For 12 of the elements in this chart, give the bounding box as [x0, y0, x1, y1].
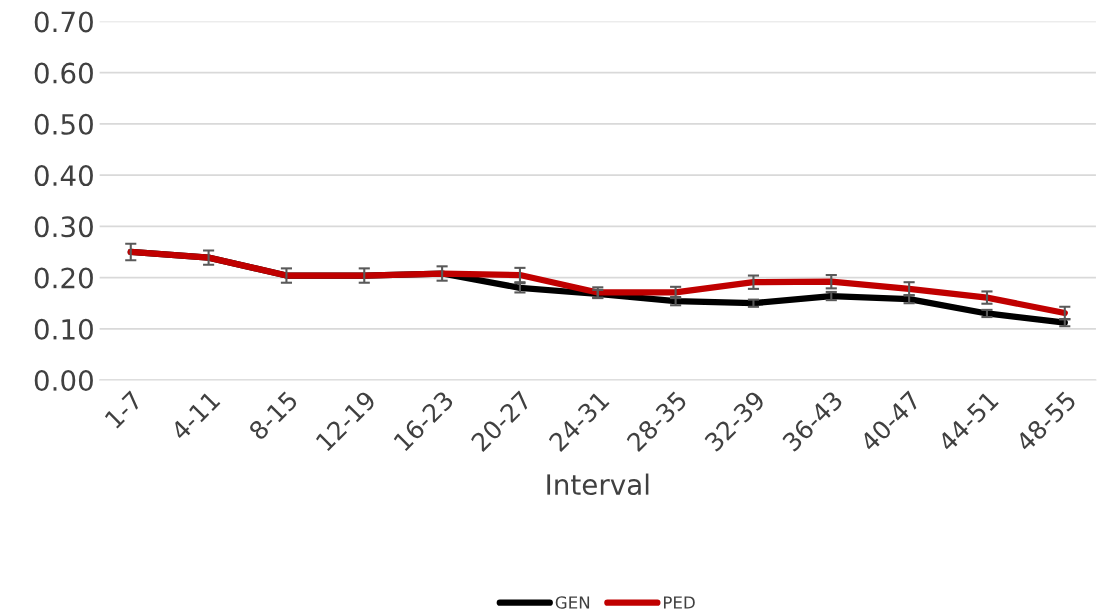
y-tick-label: 0.00	[34, 370, 93, 392]
y-tick-label: 0.10	[34, 318, 93, 340]
y-tick-label: 0.50	[34, 113, 93, 135]
y-tick-label: 0.70	[34, 11, 93, 33]
legend-label: GEN	[555, 596, 590, 609]
legend-label: PED	[664, 596, 695, 609]
y-tick-label: 0.60	[34, 62, 93, 84]
x-axis-title: Interval	[547, 473, 649, 496]
x-tick-label: 1-7	[104, 390, 143, 429]
y-tick-label: 0.20	[34, 267, 93, 289]
y-tick-label: 0.30	[34, 216, 93, 238]
y-tick-label: 0.40	[34, 165, 93, 187]
